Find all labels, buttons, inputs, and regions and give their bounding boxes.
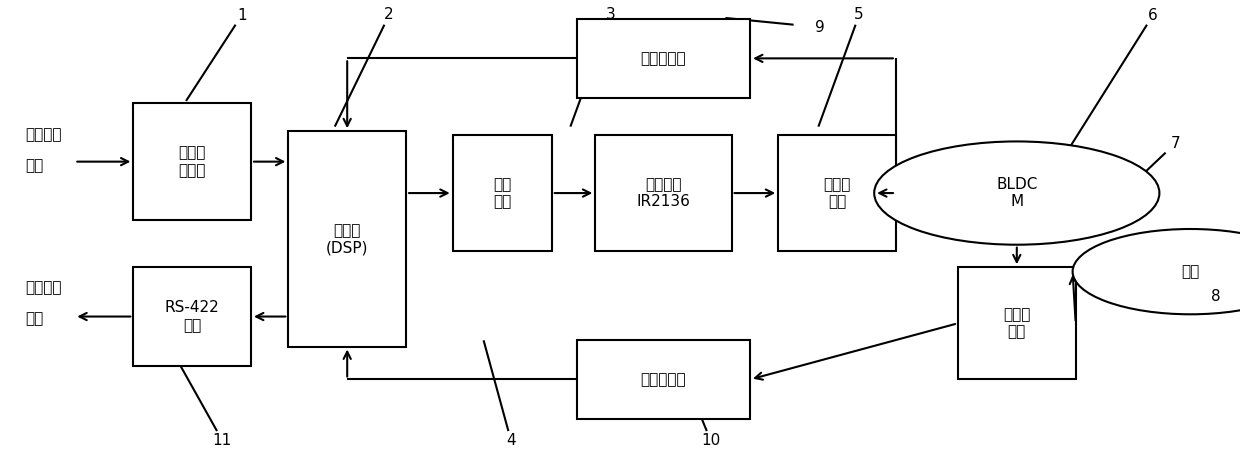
- Text: 1: 1: [237, 8, 247, 22]
- Text: 舵面位置: 舵面位置: [25, 127, 61, 142]
- Text: 反馈: 反馈: [25, 311, 43, 326]
- Bar: [957, 267, 1076, 379]
- Text: 给定: 给定: [25, 158, 43, 174]
- Text: BLDC
M: BLDC M: [996, 177, 1038, 209]
- Bar: [289, 131, 407, 347]
- Text: 8: 8: [1211, 290, 1220, 304]
- Text: 舵面: 舵面: [1182, 264, 1199, 279]
- Bar: [577, 340, 750, 418]
- Text: RS-422
通信: RS-422 通信: [165, 300, 219, 333]
- Text: 驱动电路
IR2136: 驱动电路 IR2136: [636, 177, 691, 209]
- Text: 控制器
(DSP): 控制器 (DSP): [326, 223, 368, 255]
- Text: 位置传感器: 位置传感器: [641, 372, 686, 387]
- Text: 7: 7: [1171, 136, 1180, 151]
- Text: 信号调
理电路: 信号调 理电路: [179, 145, 206, 178]
- Text: 3: 3: [606, 7, 616, 22]
- Text: 10: 10: [701, 433, 720, 448]
- Text: 传动齿
轮组: 传动齿 轮组: [1003, 307, 1030, 339]
- Text: 数字
隔离: 数字 隔离: [494, 177, 511, 209]
- Text: 4: 4: [506, 433, 516, 449]
- Circle shape: [874, 141, 1159, 245]
- Text: 11: 11: [213, 433, 232, 448]
- Text: 舵面位置: 舵面位置: [25, 280, 61, 295]
- Bar: [779, 135, 895, 251]
- Text: 2: 2: [384, 8, 394, 22]
- Text: 主功率
电路: 主功率 电路: [823, 177, 851, 209]
- Bar: [453, 135, 552, 251]
- Text: 6: 6: [1148, 8, 1158, 22]
- Bar: [595, 135, 732, 251]
- Bar: [577, 19, 750, 98]
- Bar: [134, 267, 250, 366]
- Text: 9: 9: [815, 20, 825, 35]
- Text: 5: 5: [854, 7, 864, 22]
- Bar: [134, 103, 250, 220]
- Circle shape: [1073, 229, 1240, 314]
- Text: 电流传感器: 电流传感器: [641, 51, 686, 66]
